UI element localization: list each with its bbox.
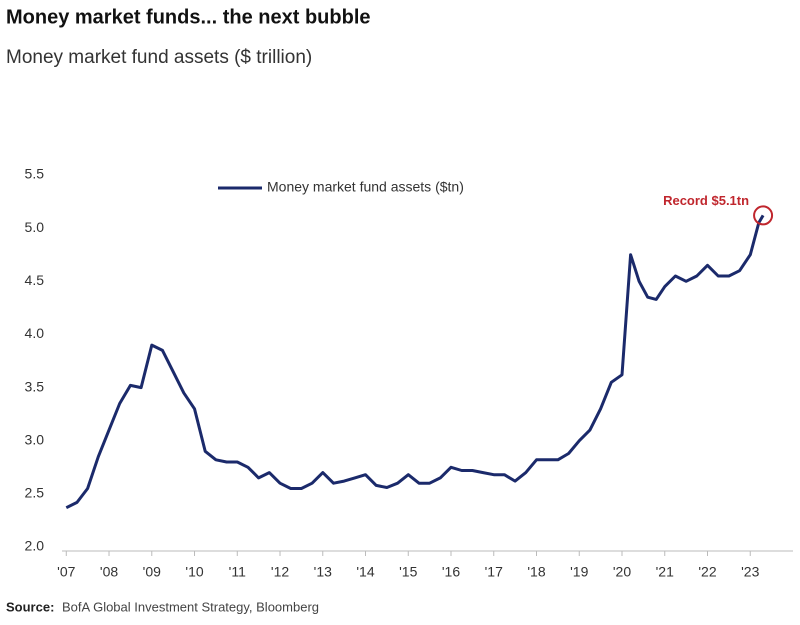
x-tick-label: '11	[229, 564, 246, 580]
x-tick-label: '13	[314, 564, 332, 580]
y-tick-label: 5.0	[25, 219, 45, 235]
x-tick-label: '20	[613, 564, 631, 580]
x-tick-label: '17	[485, 564, 503, 580]
y-tick-label: 3.0	[25, 431, 45, 447]
x-tick-label: '18	[527, 564, 545, 580]
y-tick-label: 2.5	[25, 485, 45, 501]
y-tick-label: 4.5	[25, 272, 45, 288]
x-tick-label: '15	[399, 564, 417, 580]
x-tick-label: '21	[656, 564, 674, 580]
source: BofA Global Investment Strategy, Bloombe…	[62, 599, 319, 614]
x-tick-label: '10	[185, 564, 203, 580]
chart-subtitle: Money market fund assets ($ trillion)	[6, 47, 312, 68]
y-tick-label: 2.0	[25, 538, 45, 554]
record-marker	[753, 205, 774, 226]
chart-title: Money market funds... the next bubble	[6, 6, 371, 28]
y-tick-label: 4.0	[25, 325, 45, 341]
source-label: Source:	[6, 599, 54, 614]
x-tick-label: '23	[741, 564, 759, 580]
x-tick-label: '09	[143, 564, 161, 580]
x-tick-label: '14	[356, 564, 374, 580]
y-tick-label: 3.5	[25, 378, 45, 394]
x-tick-label: '07	[57, 564, 75, 580]
x-tick-label: '08	[100, 564, 118, 580]
x-tick-label: '19	[570, 564, 588, 580]
legend-label: Money market fund assets ($tn)	[267, 179, 464, 195]
y-tick-label: 5.5	[25, 166, 45, 182]
x-tick-label: '12	[271, 564, 289, 580]
annotation: Record $5.1tn	[663, 193, 749, 208]
line	[65, 214, 765, 510]
x-tick-label: '16	[442, 564, 460, 580]
x-tick-label: '22	[698, 564, 716, 580]
